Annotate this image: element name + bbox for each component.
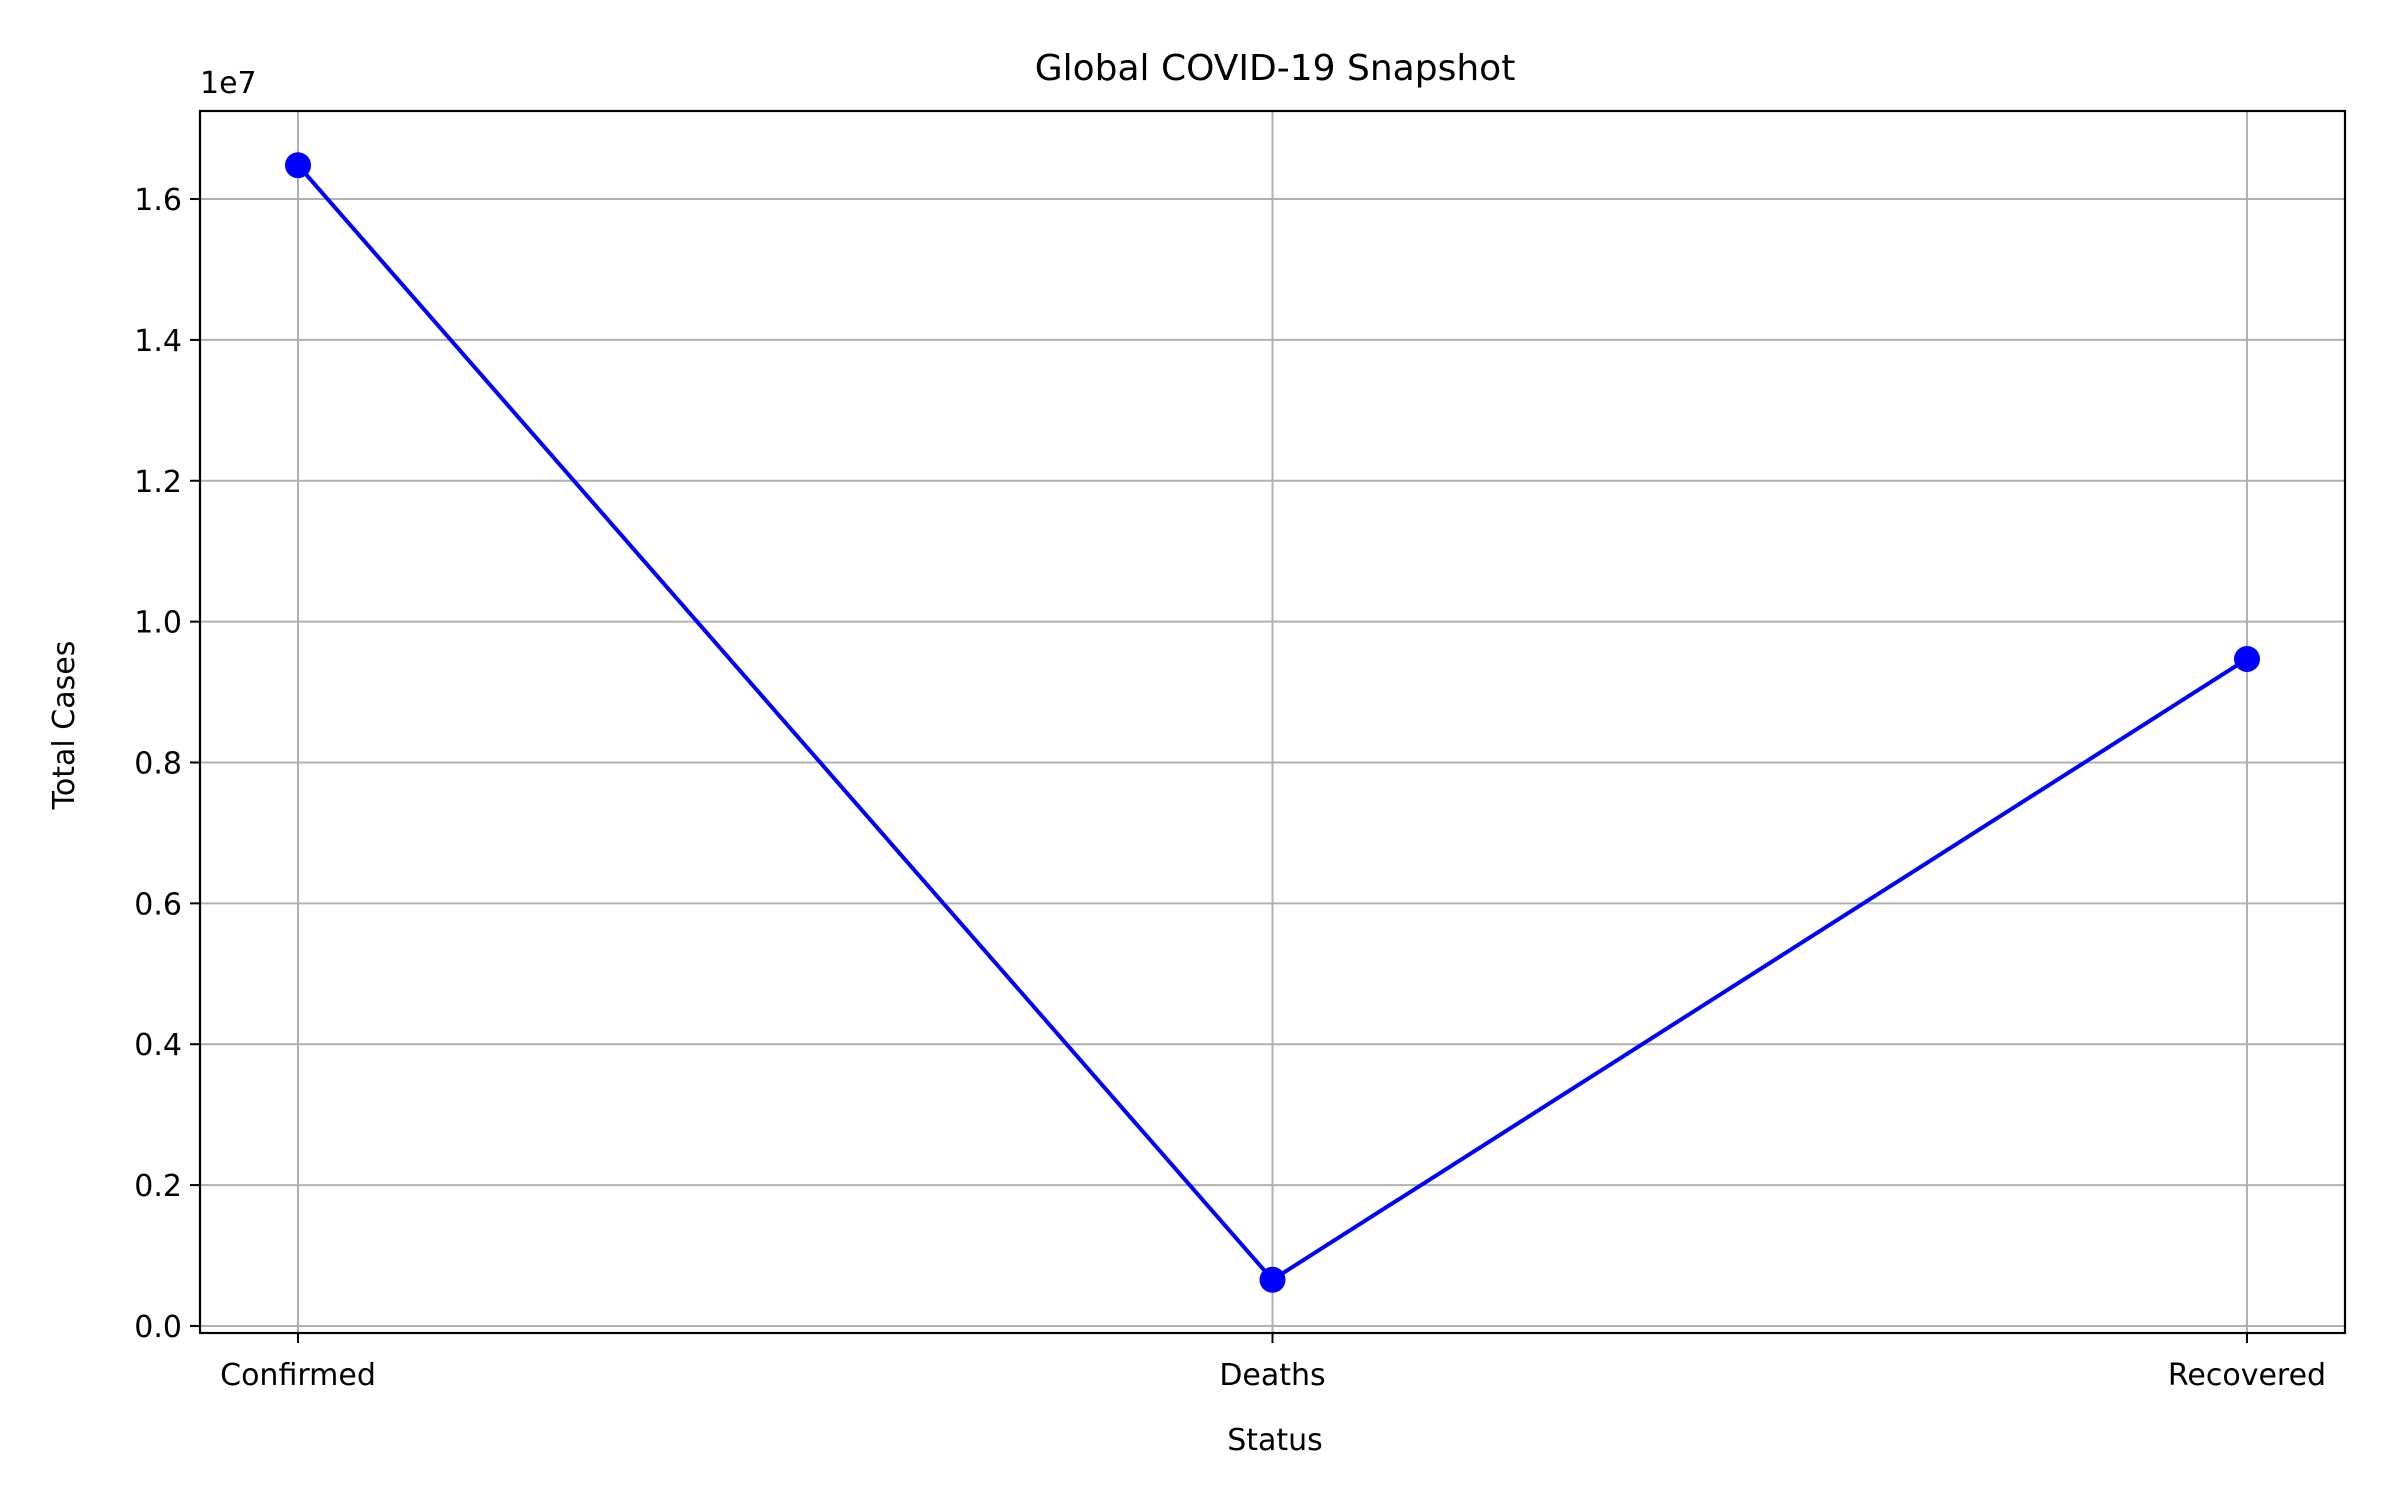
y-tick-label: 0.0 xyxy=(134,1310,182,1345)
y-tick-label: 0.2 xyxy=(134,1169,182,1204)
x-tick-label: Recovered xyxy=(2168,1358,2326,1393)
grid-lines xyxy=(200,111,2345,1333)
y-tick-label: 1.6 xyxy=(134,183,182,218)
x-tick-label: Confirmed xyxy=(220,1358,376,1393)
data-point-deaths xyxy=(1259,1266,1286,1293)
x-axis-label: Status xyxy=(1227,1423,1323,1458)
axis-ticks: 0.0 0.2 0.4 0.6 0.8 1.0 1.2 1.4 1.6 Confirmed Deat… xyxy=(134,183,2326,1393)
data-point-confirmed xyxy=(285,152,311,179)
x-tick-label: Deaths xyxy=(1219,1358,1325,1393)
y-tick-label: 1.4 xyxy=(134,324,182,359)
series-layer xyxy=(285,152,2260,1293)
y-tick-label: 1.0 xyxy=(134,606,182,641)
y-axis-offset-label: 1e7 xyxy=(200,66,257,101)
data-point-recovered xyxy=(2234,645,2260,672)
y-tick-label: 0.6 xyxy=(134,887,182,922)
y-tick-label: 0.8 xyxy=(134,746,182,781)
y-tick-label: 1.2 xyxy=(134,465,182,500)
chart-title: Global COVID-19 Snapshot xyxy=(1035,48,1516,89)
y-axis-label: Total Cases xyxy=(47,641,82,811)
y-tick-label: 0.4 xyxy=(134,1028,182,1063)
